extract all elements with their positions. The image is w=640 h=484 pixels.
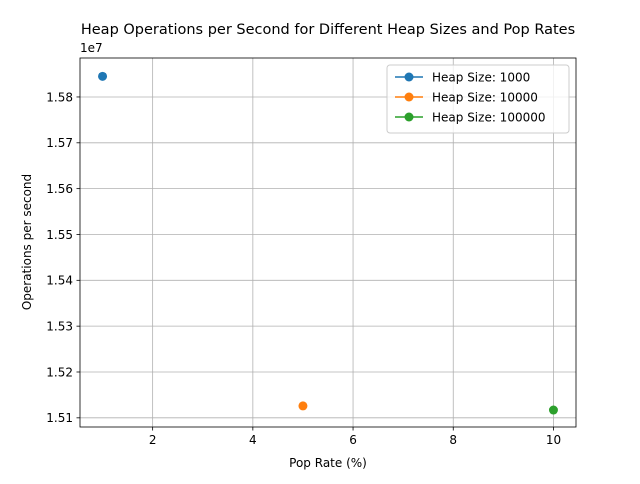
legend-label: Heap Size: 10000: [432, 90, 538, 104]
legend-item: Heap Size: 10000: [395, 90, 538, 104]
x-tick-label: 10: [546, 433, 561, 447]
y-tick-label: 1.51: [46, 411, 73, 425]
legend-box: [386, 64, 570, 134]
legend-label: Heap Size: 1000: [432, 70, 530, 84]
y-tick-label: 1.58: [46, 90, 73, 104]
y-tick-label: 1.54: [46, 274, 73, 288]
x-axis: 2 4 6 8 10: [149, 427, 561, 447]
plot-area-frame: [79, 57, 577, 428]
y-tick-label: 1.56: [46, 182, 73, 196]
y-tick-label: 1.55: [46, 228, 73, 242]
y-axis-label: Operations per second: [20, 174, 34, 310]
data-point: [98, 71, 108, 81]
y-tick-label: 1.57: [46, 136, 73, 150]
legend-swatch-marker: [404, 112, 414, 122]
series-line: [298, 401, 308, 411]
y-tick-label: 1.53: [46, 319, 73, 333]
x-tick-label: 6: [349, 433, 357, 447]
series-layer: [98, 71, 558, 415]
data-point: [548, 405, 558, 415]
series-line: [98, 71, 108, 81]
y-axis: 1.51 1.52 1.53 1.54 1.55 1.56 1.57 1.58: [46, 90, 80, 425]
y-tick-label: 1.52: [46, 365, 73, 379]
legend-label: Heap Size: 100000: [432, 110, 546, 124]
legend: Heap Size: 1000 Heap Size: 10000 Heap Size…: [386, 64, 570, 134]
y-axis-offset-label: 1e7: [80, 41, 103, 55]
legend-swatch-marker: [404, 72, 414, 82]
legend-item: Heap Size: 100000: [395, 110, 546, 124]
x-tick-label: 4: [249, 433, 257, 447]
data-point: [298, 401, 308, 411]
series-line: [548, 405, 558, 415]
chart-title: Heap Operations per Second for Different…: [81, 22, 575, 38]
x-tick-label: 2: [149, 433, 157, 447]
legend-item: Heap Size: 1000: [395, 70, 530, 84]
x-tick-label: 8: [449, 433, 457, 447]
legend-swatch-marker: [404, 92, 414, 102]
x-axis-label: Pop Rate (%): [289, 456, 367, 470]
